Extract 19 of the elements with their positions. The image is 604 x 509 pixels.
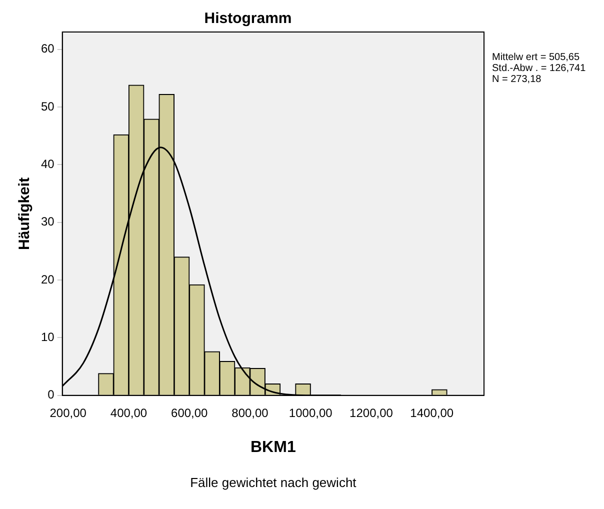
x-tick-label: 200,00 bbox=[50, 406, 87, 420]
chart-title: Histogramm bbox=[204, 10, 292, 28]
y-axis-title: Häufigkeit bbox=[16, 177, 34, 250]
y-tick-label: 30 bbox=[40, 214, 55, 229]
x-axis-title: BKM1 bbox=[250, 438, 296, 456]
y-tick-label: 10 bbox=[40, 330, 55, 344]
x-tick-label: 600,00 bbox=[171, 406, 208, 420]
x-tick-label: 1400,00 bbox=[410, 406, 454, 420]
x-tick-label: 800,00 bbox=[232, 406, 269, 420]
y-tick-label: 50 bbox=[40, 99, 55, 114]
x-tick-label: 1200,00 bbox=[350, 406, 394, 420]
x-tick-label: 1000,00 bbox=[288, 406, 333, 420]
x-tick-label: 400,00 bbox=[110, 406, 148, 420]
y-tick-label: 60 bbox=[40, 42, 55, 56]
text: Mittelw ert = 505,65 Std.-Abw . = 126,741 N = 273,18 bbox=[492, 52, 586, 85]
y-tick-label: 40 bbox=[40, 156, 55, 171]
text: Fälle gewichtet nach gewicht bbox=[190, 475, 357, 490]
y-tick-label: 20 bbox=[40, 272, 55, 286]
y-tick-label: 0 bbox=[48, 388, 55, 402]
